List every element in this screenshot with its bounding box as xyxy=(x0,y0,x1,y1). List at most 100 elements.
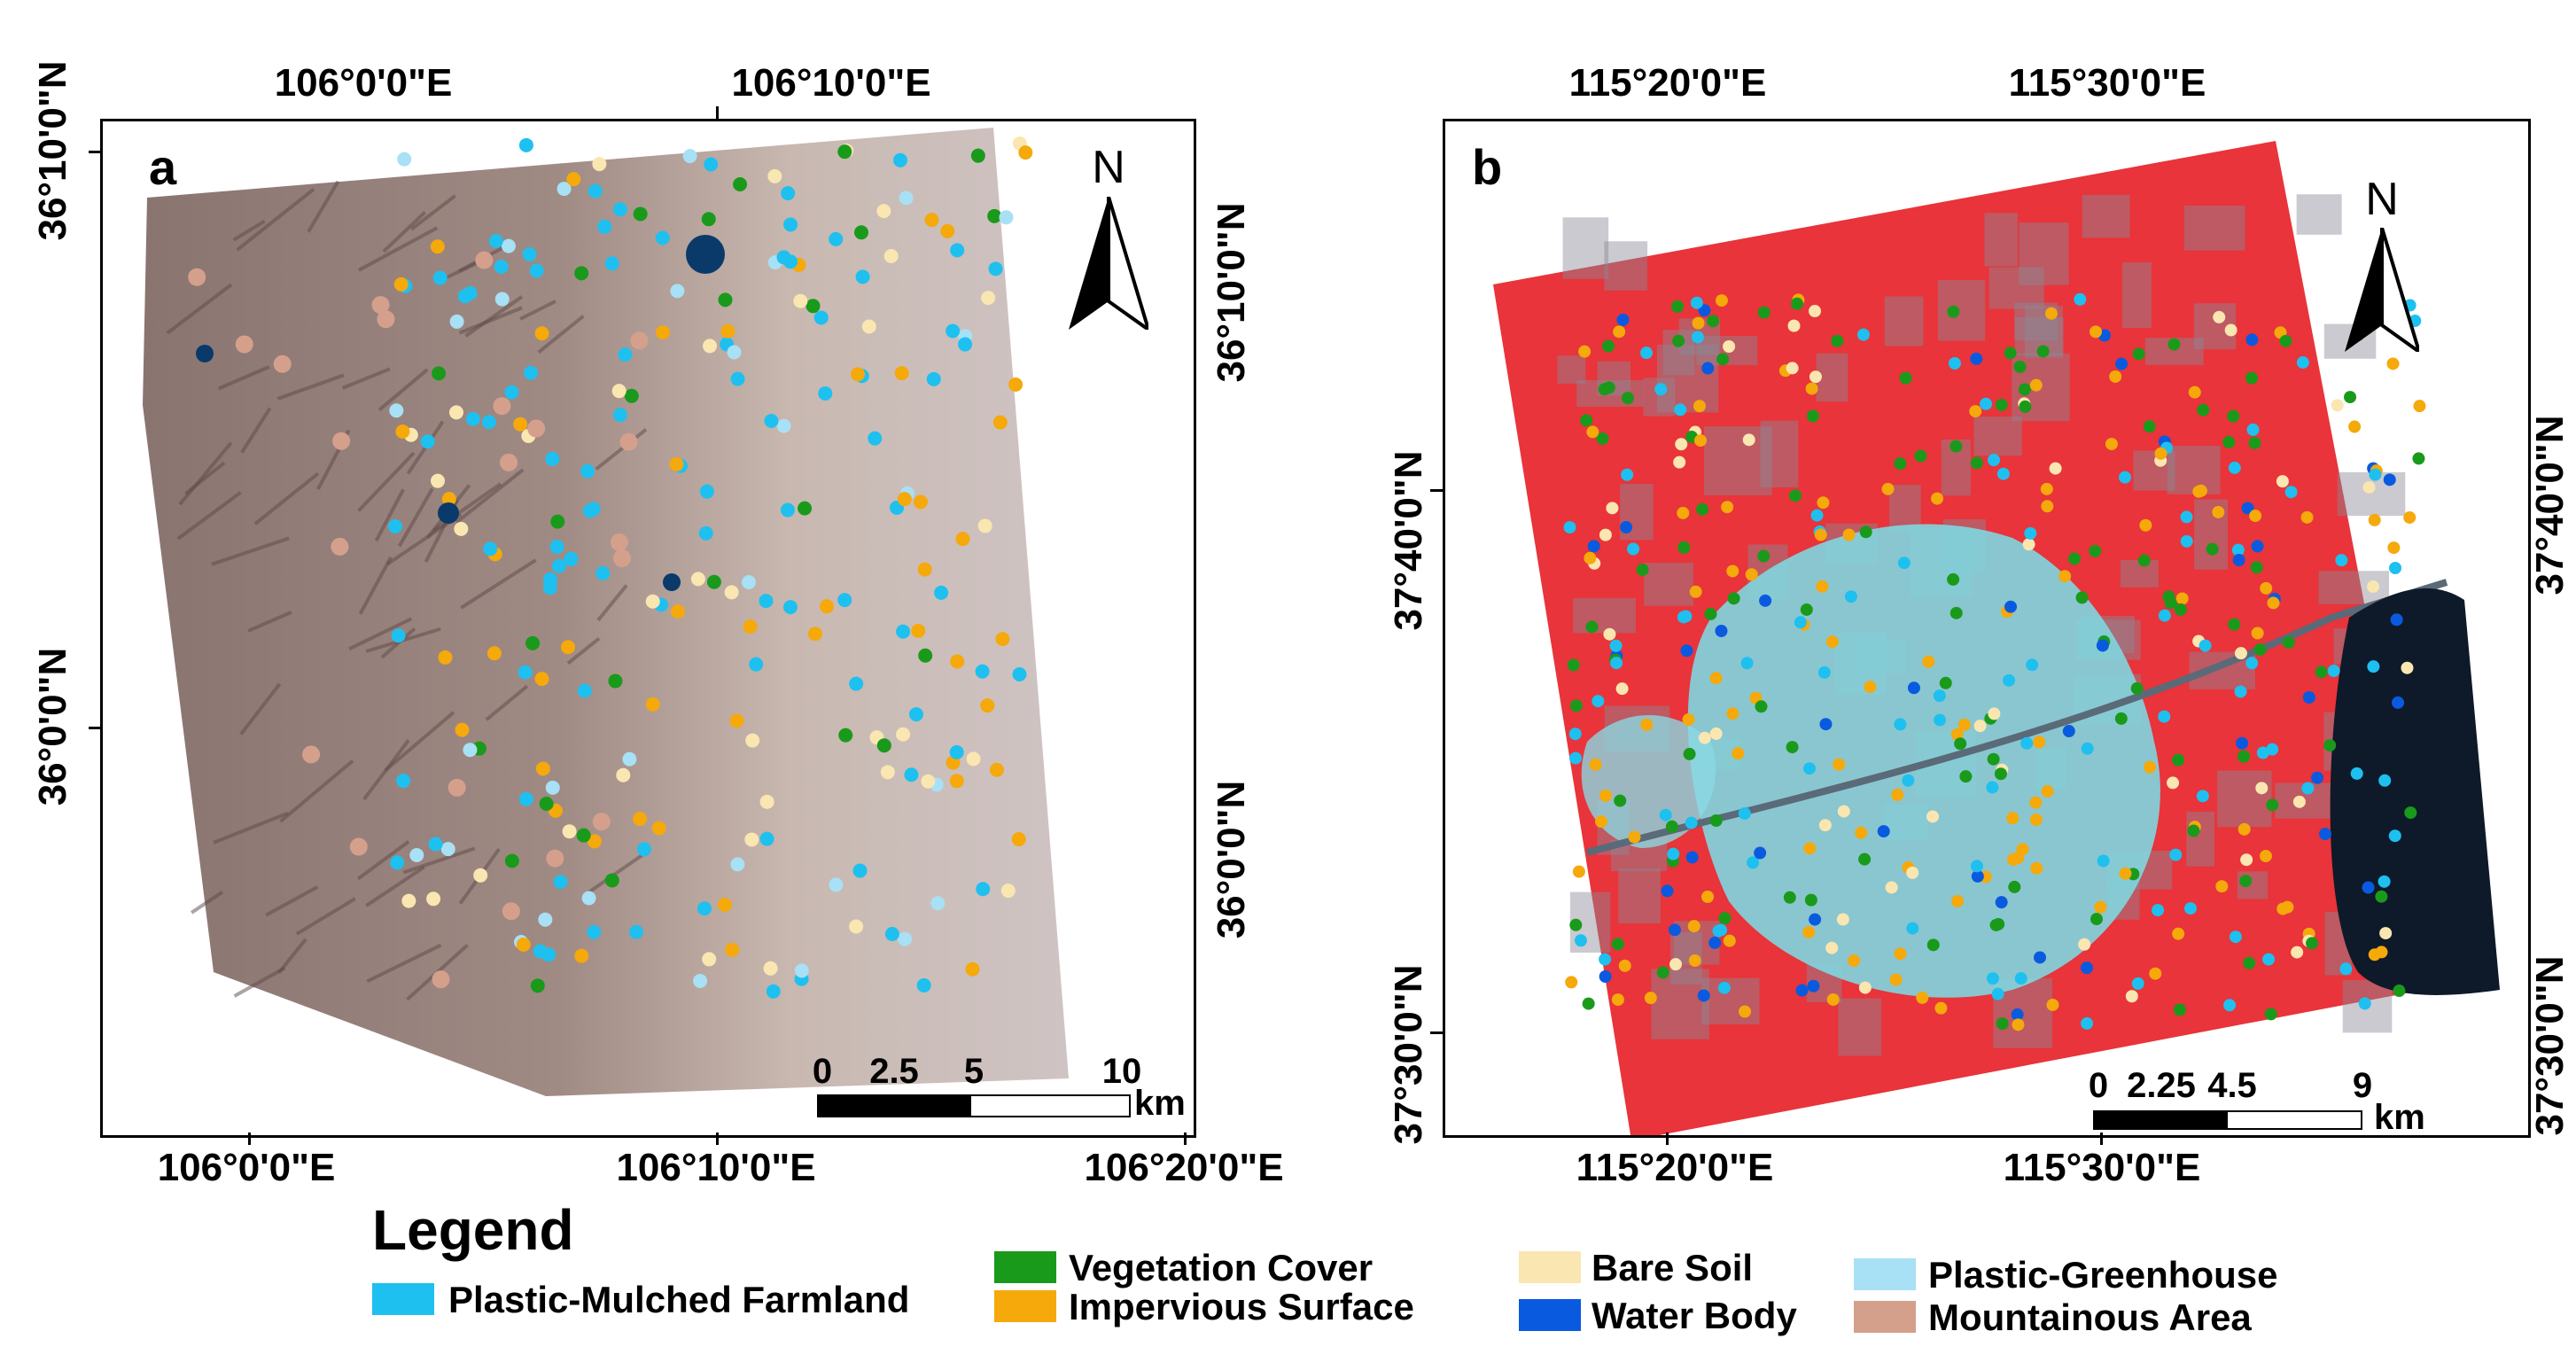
sample-point-imp xyxy=(1881,482,1895,495)
sample-point-pmf xyxy=(542,572,557,587)
sample-point-pmf xyxy=(1659,808,1672,821)
field-patch xyxy=(1888,485,1921,532)
sample-point-pmf xyxy=(1906,922,1919,935)
sample-point-soil xyxy=(2022,538,2035,551)
terrain-ridge xyxy=(357,226,439,272)
terrain-ridge xyxy=(357,451,416,512)
sample-point-pmf xyxy=(2234,685,2247,698)
sample-point-imp xyxy=(1817,496,1830,510)
sample-point-mountain xyxy=(188,268,206,286)
sample-point-pmf xyxy=(529,263,544,278)
sample-point-pmf xyxy=(1674,403,1687,416)
sample-point-soil xyxy=(745,733,760,748)
legend-label-soil: Bare Soil xyxy=(1592,1247,1754,1288)
sample-point-pmf xyxy=(2014,972,2027,985)
sample-point-imp xyxy=(1682,713,1695,727)
sample-point-greenhouse xyxy=(829,877,844,892)
sample-point-veg xyxy=(1947,305,1960,318)
sample-point-veg xyxy=(1831,334,1844,347)
terrain-ridge xyxy=(537,315,585,354)
sample-point-pmf xyxy=(2199,639,2212,652)
sample-point-mountain xyxy=(592,813,611,831)
sample-point-veg xyxy=(1894,457,1907,471)
sample-point-pmf xyxy=(975,664,990,679)
sample-point-pmf xyxy=(837,593,852,608)
sample-point-greenhouse xyxy=(727,345,742,360)
sample-point-pmf xyxy=(564,551,579,566)
terrain-ridge xyxy=(295,897,356,936)
sample-point-pmf xyxy=(1717,981,1731,994)
field-patch xyxy=(2082,194,2130,238)
sample-point-veg xyxy=(2315,666,2328,679)
sample-point-veg xyxy=(1790,297,1803,310)
sample-point-imp xyxy=(1628,830,1641,844)
sample-point-veg xyxy=(539,796,554,811)
field-patch xyxy=(2217,770,2272,828)
sample-point-pmf xyxy=(766,984,781,999)
sample-point-veg xyxy=(1914,449,1927,463)
sample-point-imp xyxy=(1701,891,1715,904)
sample-point-soil xyxy=(2367,580,2380,594)
bottom-tick-label-a: 106°0'0"E xyxy=(157,1146,336,1189)
sample-point-soil xyxy=(759,794,774,809)
sample-point-water xyxy=(2115,357,2129,370)
sample-point-pmf xyxy=(697,901,712,916)
sample-point-imp xyxy=(995,632,1010,647)
sample-point-water xyxy=(1668,923,1681,937)
sample-point-imp xyxy=(2237,822,2251,836)
sample-point-mountain xyxy=(302,745,321,764)
sample-point-veg xyxy=(2068,552,2082,565)
sample-point-imp xyxy=(1855,826,1868,839)
sample-point-pmf xyxy=(2158,710,2171,723)
sample-point-imp xyxy=(1951,894,1965,907)
sample-point-imp xyxy=(2375,946,2388,959)
sample-point-imp xyxy=(1816,580,1829,593)
sample-point-veg xyxy=(1970,456,1983,470)
sample-point-imp xyxy=(574,948,589,963)
terrain-ridge xyxy=(366,943,442,984)
field-patch xyxy=(1973,416,2022,456)
sample-point-imp xyxy=(2046,998,2059,1011)
sample-point-imp xyxy=(1833,758,1846,771)
sample-point-imp xyxy=(1008,377,1023,392)
sample-point-imp xyxy=(2006,812,2020,825)
sample-point-veg xyxy=(2075,591,2089,604)
sample-point-pmf xyxy=(1610,657,1623,670)
sample-point-veg xyxy=(1926,938,1940,952)
sample-point-imp xyxy=(1644,992,1657,1005)
sample-point-veg xyxy=(2344,391,2357,404)
sample-point-veg xyxy=(1987,752,2000,766)
sample-point-pmf xyxy=(2074,292,2087,306)
sample-point-veg xyxy=(2282,635,2295,649)
sample-point-imp xyxy=(911,623,926,638)
sample-point-water xyxy=(1971,869,1984,883)
terrain-ridge xyxy=(217,365,270,391)
field-patch xyxy=(2183,206,2245,251)
sample-point-pmf xyxy=(1856,328,1870,341)
sample-point-soil xyxy=(473,868,488,883)
sample-point-soil xyxy=(2276,475,2289,488)
sample-point-pmf xyxy=(759,594,774,609)
sample-point-imp xyxy=(455,722,470,737)
sample-point-water xyxy=(2251,540,2264,553)
terrain-ridge xyxy=(485,684,529,721)
tick-mark xyxy=(89,151,101,153)
sample-point-imp xyxy=(1814,528,1827,541)
sample-point-imp xyxy=(2041,784,2054,798)
terrain-ridge xyxy=(240,407,272,454)
sample-point-veg xyxy=(550,514,565,529)
sample-point-water xyxy=(2392,696,2405,709)
sample-point-pmf xyxy=(2020,736,2034,750)
sample-point-pmf xyxy=(518,665,533,680)
sample-point-imp xyxy=(989,762,1004,777)
sample-point-water xyxy=(1587,540,1600,553)
sample-point-veg xyxy=(1716,353,1730,366)
sample-point-veg xyxy=(2227,409,2240,423)
sample-point-pmf xyxy=(2245,657,2259,670)
sample-point-greenhouse xyxy=(449,314,464,329)
sample-point-imp xyxy=(2386,357,2400,370)
sample-point-pmf xyxy=(1599,953,1612,966)
sample-point-water xyxy=(2362,881,2375,894)
sample-point-imp xyxy=(1640,718,1654,731)
sample-point-veg xyxy=(1947,572,1960,586)
